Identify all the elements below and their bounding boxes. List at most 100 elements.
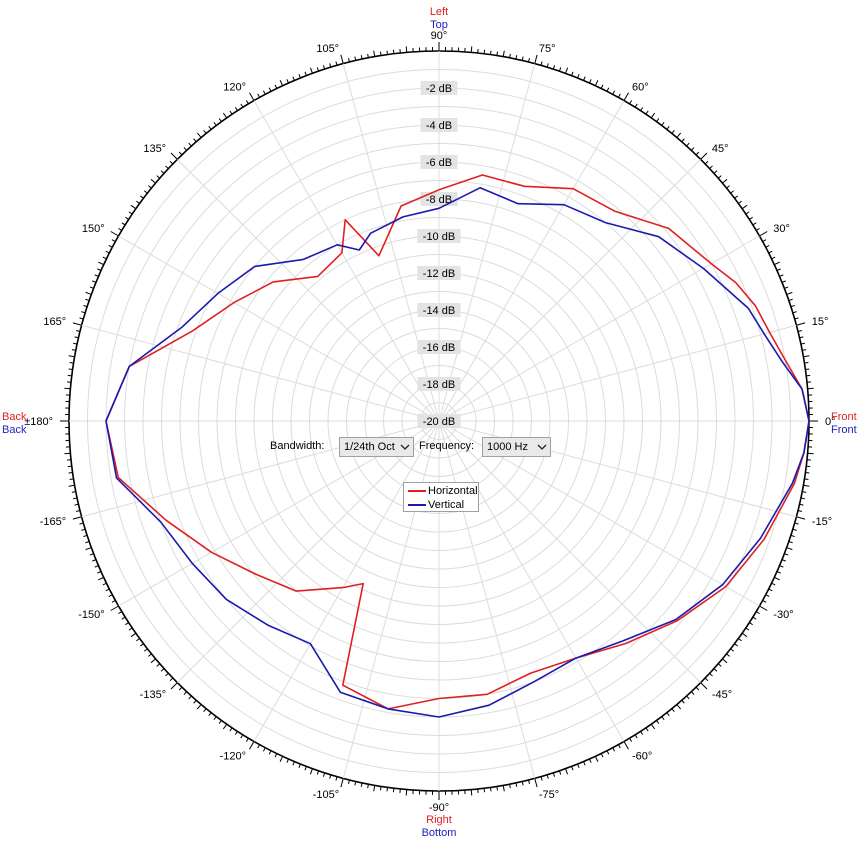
tick-mark bbox=[118, 611, 123, 615]
tick-mark bbox=[348, 779, 350, 785]
tick-mark bbox=[617, 744, 621, 749]
tick-mark bbox=[700, 682, 708, 690]
tick-mark bbox=[69, 361, 74, 364]
tick-mark bbox=[81, 311, 86, 314]
tick-mark bbox=[85, 298, 90, 302]
tick-mark bbox=[671, 130, 675, 134]
tick-mark bbox=[752, 616, 757, 620]
tick-mark bbox=[496, 51, 499, 56]
radial-label: -18 dB bbox=[423, 379, 455, 391]
tick-mark bbox=[768, 250, 773, 254]
radial-label: -8 dB bbox=[426, 194, 452, 206]
tick-mark bbox=[759, 605, 768, 611]
grid-spoke bbox=[438, 63, 536, 422]
tick-mark bbox=[240, 103, 244, 108]
tick-mark bbox=[695, 151, 700, 156]
tick-mark bbox=[589, 758, 592, 763]
tick-mark bbox=[509, 53, 511, 58]
tick-mark bbox=[108, 594, 113, 598]
tick-mark bbox=[796, 516, 806, 520]
angle-label: -105° bbox=[313, 789, 339, 801]
tick-mark bbox=[796, 322, 806, 326]
tick-mark bbox=[74, 336, 79, 339]
tick-mark bbox=[373, 50, 376, 57]
tick-mark bbox=[583, 761, 586, 766]
tick-mark bbox=[666, 125, 670, 130]
tick-mark bbox=[213, 122, 217, 126]
tick-mark bbox=[335, 776, 338, 781]
direction-label-left: Back bbox=[2, 411, 27, 423]
radial-label-bg bbox=[420, 81, 458, 95]
tick-mark bbox=[768, 588, 773, 592]
tick-mark bbox=[571, 766, 574, 771]
tick-mark bbox=[274, 84, 278, 89]
tick-mark bbox=[515, 55, 518, 60]
tick-mark bbox=[765, 244, 770, 248]
legend-label-vertical: Vertical bbox=[428, 499, 465, 511]
angle-labels: 0° 15° 30° 45° 60° 75° 90° 105° 120° 135° 150° 165°… bbox=[24, 30, 835, 814]
tick-mark bbox=[558, 67, 562, 72]
tick-mark bbox=[470, 46, 473, 53]
grid-spoke bbox=[81, 324, 440, 422]
radial-label-bg bbox=[417, 266, 461, 280]
tick-mark bbox=[279, 756, 284, 762]
angle-label: 135° bbox=[143, 143, 166, 155]
tick-mark bbox=[774, 261, 780, 266]
tick-mark bbox=[528, 779, 530, 785]
tick-mark bbox=[792, 528, 797, 531]
tick-mark bbox=[784, 553, 789, 556]
tick-mark bbox=[781, 559, 786, 562]
tick-mark bbox=[788, 540, 793, 544]
tick-mark bbox=[666, 712, 670, 717]
tick-mark bbox=[786, 291, 793, 295]
tick-mark bbox=[606, 87, 610, 92]
tick-mark bbox=[594, 756, 599, 762]
tick-mark bbox=[755, 227, 760, 231]
tick-mark bbox=[322, 65, 326, 70]
tick-mark bbox=[64, 387, 71, 390]
tick-mark bbox=[794, 317, 799, 320]
tick-mark bbox=[340, 54, 344, 64]
tick-mark bbox=[85, 291, 92, 295]
bandwidth-select[interactable]: 1/24th Oct bbox=[339, 437, 414, 457]
direction-label-top: Top bbox=[430, 19, 448, 31]
tick-mark bbox=[786, 547, 793, 551]
tick-mark bbox=[704, 160, 709, 165]
tick-mark bbox=[98, 576, 104, 581]
tick-mark bbox=[571, 71, 574, 76]
angle-label: -15° bbox=[812, 516, 832, 528]
grid-spoke bbox=[438, 420, 797, 518]
tick-mark bbox=[540, 61, 543, 66]
tick-mark bbox=[629, 737, 633, 742]
tick-mark bbox=[128, 627, 133, 631]
tick-mark bbox=[169, 677, 174, 682]
tick-mark bbox=[546, 63, 549, 68]
tick-mark bbox=[245, 100, 249, 105]
tick-mark bbox=[130, 204, 137, 210]
angle-label: -150° bbox=[78, 609, 104, 621]
tick-mark bbox=[776, 571, 781, 574]
chevron-down-icon bbox=[400, 444, 410, 450]
tick-mark bbox=[558, 770, 562, 775]
tick-mark bbox=[790, 534, 795, 538]
tick-mark bbox=[292, 76, 295, 81]
tick-mark bbox=[73, 497, 78, 500]
tick-mark bbox=[298, 74, 301, 79]
radial-label: -14 dB bbox=[423, 305, 455, 317]
tick-mark bbox=[738, 638, 742, 642]
tick-mark bbox=[121, 616, 126, 620]
tick-mark bbox=[617, 93, 621, 98]
angle-label: 60° bbox=[632, 82, 649, 94]
tick-mark bbox=[229, 727, 233, 732]
tick-mark bbox=[800, 342, 805, 345]
tick-mark bbox=[335, 61, 338, 66]
frequency-select[interactable]: 1000 Hz bbox=[482, 437, 551, 457]
angle-label: 105° bbox=[316, 43, 339, 55]
tick-mark bbox=[208, 712, 212, 717]
tick-mark bbox=[762, 239, 767, 243]
tick-mark bbox=[779, 274, 784, 277]
angle-label: 15° bbox=[812, 316, 829, 328]
tick-mark bbox=[686, 142, 690, 147]
tick-mark bbox=[589, 79, 592, 84]
tick-mark bbox=[196, 132, 202, 138]
